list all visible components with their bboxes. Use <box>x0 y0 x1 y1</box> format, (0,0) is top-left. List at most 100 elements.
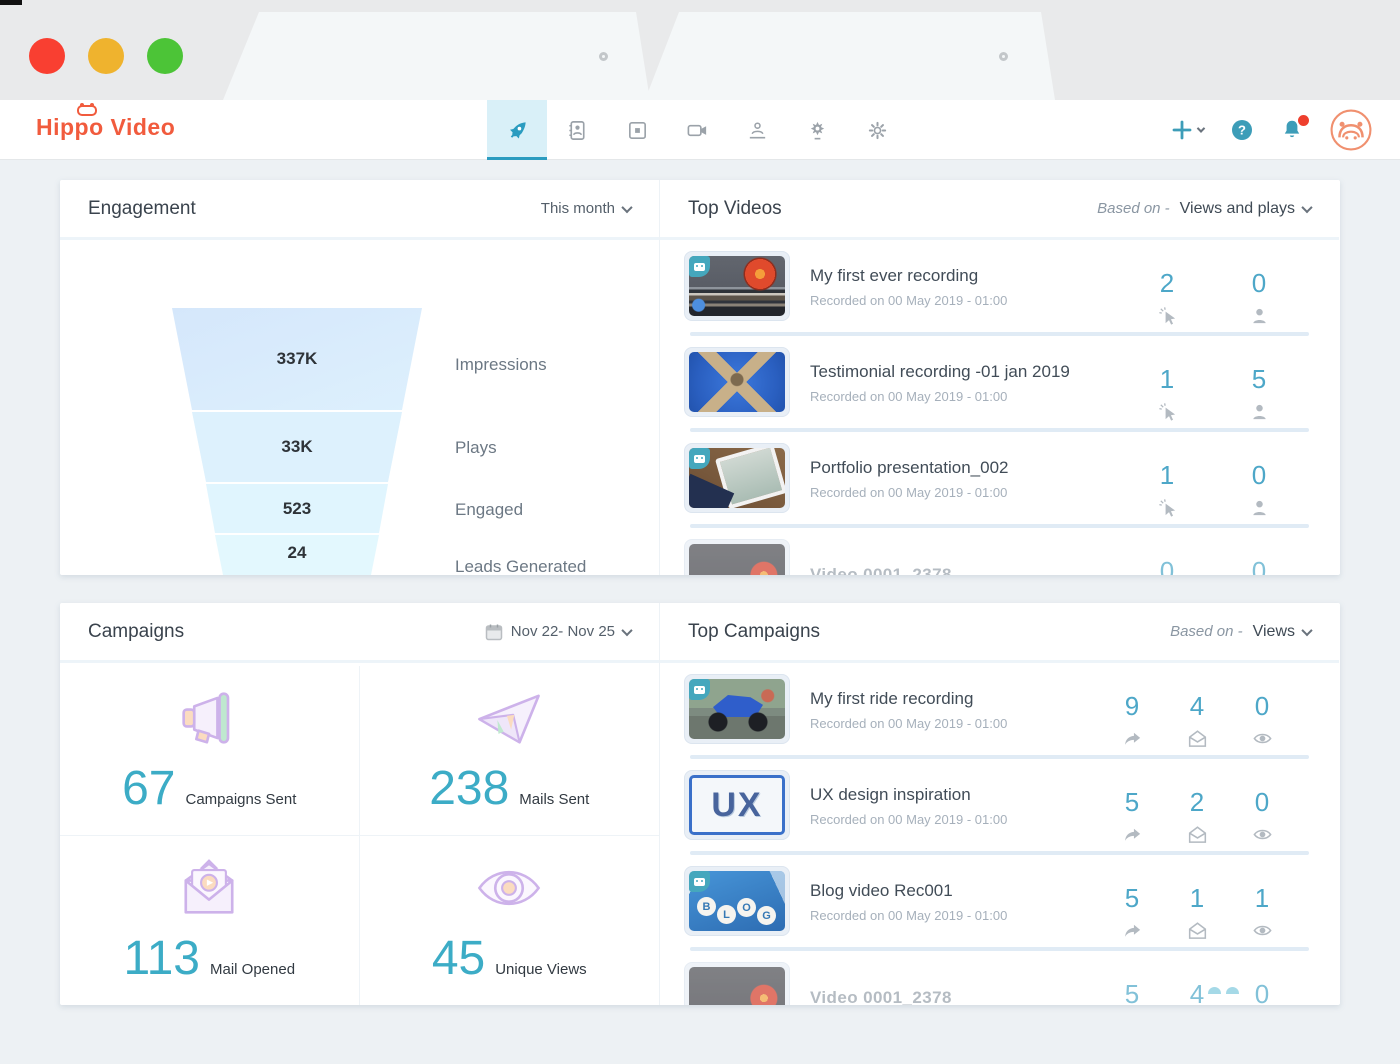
share-icon <box>1122 920 1143 941</box>
campaign-row-clipped[interactable]: Video 0001_2378 5 4 0 <box>660 951 1339 1005</box>
stat-mails-sent: 238 Mails Sent <box>359 666 659 836</box>
campaigns-filter-dropdown[interactable]: Views <box>1252 622 1295 640</box>
video-subtitle: Recorded on 00 May 2019 - 01:00 <box>810 485 1008 500</box>
date-range-picker[interactable]: Nov 22- Nov 25 <box>485 623 633 641</box>
viewer-icon <box>1249 497 1270 518</box>
user-avatar[interactable] <box>1330 109 1372 151</box>
nav-dashboard[interactable] <box>487 100 547 160</box>
video-row-clipped[interactable]: Video 0001_2378 - - - 0 0 <box>660 528 1339 575</box>
funnel-value: 337K <box>276 349 318 368</box>
campaign-row[interactable]: UX UX design inspiration Recorded on 00 … <box>660 759 1339 851</box>
tab-favicon-placeholder-icon <box>999 52 1008 61</box>
date-range-value: Nov 22- Nov 25 <box>510 623 615 640</box>
panel-title: Campaigns <box>88 620 185 642</box>
campaigns-header: Campaigns Nov 22- Nov 25 <box>60 603 659 663</box>
stat-label: Unique Views <box>495 961 587 979</box>
contacts-icon <box>566 119 589 142</box>
engagement-panel: Engagement This month 337K 33K 523 24 Im… <box>60 180 660 575</box>
nav-contacts[interactable] <box>547 100 607 160</box>
clipped-artifact <box>1226 987 1239 994</box>
campaign-title: Blog video Rec001 <box>810 881 953 900</box>
campaign-thumbnail <box>684 962 790 1005</box>
hippo-video-logo[interactable]: Hippo Video <box>36 103 176 141</box>
campaigns-stats-grid: 67 Campaigns Sent 238 Mails Sent 113 M <box>60 666 659 1005</box>
video-thumbnail <box>684 443 790 513</box>
video-thumbnail <box>684 251 790 321</box>
screen-corner-artifact <box>0 0 22 5</box>
nav-record[interactable] <box>667 100 727 160</box>
video-title: My first ever recording <box>810 266 979 285</box>
clicks-icon <box>1157 497 1178 518</box>
funnel-value: 523 <box>282 498 312 518</box>
rocket-icon <box>506 119 529 142</box>
logo-text: Hippo Video <box>36 114 176 140</box>
viewer-icon <box>1249 305 1270 326</box>
stat-unique-views: 45 Unique Views <box>360 836 660 1006</box>
nav-integrations[interactable] <box>787 100 847 160</box>
video-row[interactable]: My first ever recording Recorded on 00 M… <box>660 240 1339 332</box>
clicks-count: 0 <box>1159 556 1175 575</box>
window-close-button[interactable] <box>29 38 65 74</box>
eye-icon <box>1252 920 1273 941</box>
nav-settings[interactable] <box>847 100 907 160</box>
funnel-segment-plays: 33K <box>172 412 422 482</box>
chevron-down-icon <box>621 201 633 213</box>
notifications-button[interactable] <box>1280 113 1311 142</box>
stat-mail-opened: 113 Mail Opened <box>60 835 360 1005</box>
funnel-label-impressions: Impressions <box>455 355 547 374</box>
campaigns-panel: Campaigns Nov 22- Nov 25 67 Campaigns Se… <box>60 603 660 1005</box>
funnel-value: 33K <box>281 437 313 456</box>
add-icon <box>1170 118 1194 142</box>
video-row[interactable]: Testimonial recording -01 jan 2019 Recor… <box>660 336 1339 428</box>
funnel-segment-leads: 24 <box>172 535 422 575</box>
window-zoom-button[interactable] <box>147 38 183 74</box>
blog-bubble: G <box>757 906 776 925</box>
clicks-count: 1 <box>1159 364 1175 394</box>
calendar-icon <box>485 623 503 641</box>
engagement-header: Engagement This month <box>60 180 659 240</box>
video-row[interactable]: Portfolio presentation_002 Recorded on 0… <box>660 432 1339 524</box>
engagement-funnel-chart: 337K 33K 523 24 <box>172 308 422 575</box>
browser-tab-2[interactable] <box>645 12 1055 100</box>
mail-open-icon <box>1187 824 1208 845</box>
campaign-row[interactable]: My first ride recording Recorded on 00 M… <box>660 663 1339 755</box>
nav-library[interactable] <box>607 100 667 160</box>
campaign-title: UX design inspiration <box>810 785 971 804</box>
panel-title: Top Videos <box>688 197 782 219</box>
video-thumbnail <box>684 539 790 575</box>
create-new-button[interactable] <box>1170 118 1206 142</box>
notification-badge <box>1296 113 1311 128</box>
video-thumbnail <box>684 347 790 417</box>
campaign-subtitle: Recorded on 00 May 2019 - 01:00 <box>810 908 1008 923</box>
tab-favicon-placeholder-icon <box>599 52 608 61</box>
mail-open-icon <box>1187 728 1208 749</box>
viewer-icon <box>1249 401 1270 422</box>
clicks-count: 2 <box>1159 268 1175 298</box>
campaign-subtitle: Recorded on 00 May 2019 - 01:00 <box>810 812 1008 827</box>
campaign-thumbnail: B L O G <box>684 866 790 936</box>
top-videos-header: Top Videos Based on - Views and plays <box>660 180 1339 240</box>
videos-filter-dropdown[interactable]: Views and plays <box>1179 199 1295 217</box>
campaign-row[interactable]: B L O G Blog video Rec001 Recorded on 00… <box>660 855 1339 947</box>
top-navbar: Hippo Video <box>0 100 1400 160</box>
panel-title: Engagement <box>88 197 196 219</box>
browser-tab-1[interactable] <box>223 12 650 100</box>
period-dropdown[interactable]: This month <box>541 200 633 217</box>
top-campaigns-header: Top Campaigns Based on - Views <box>660 603 1339 663</box>
video-subtitle: Recorded on 00 May 2019 - 01:00 <box>810 389 1008 404</box>
shares-count: 5 <box>1124 787 1140 817</box>
stat-value: 67 <box>122 762 176 816</box>
library-icon <box>626 119 649 142</box>
chevron-down-icon <box>1196 124 1206 133</box>
teams-icon <box>746 119 769 142</box>
window-minimize-button[interactable] <box>88 38 124 74</box>
shares-count: 5 <box>1124 979 1140 1005</box>
views-count: 1 <box>1254 883 1270 913</box>
camera-icon <box>686 119 709 142</box>
eye-icon <box>1252 824 1273 845</box>
help-button[interactable] <box>1230 118 1254 142</box>
megaphone-icon <box>171 687 247 749</box>
nav-teams[interactable] <box>727 100 787 160</box>
paper-plane-icon <box>471 687 547 749</box>
views-count: 0 <box>1254 787 1270 817</box>
